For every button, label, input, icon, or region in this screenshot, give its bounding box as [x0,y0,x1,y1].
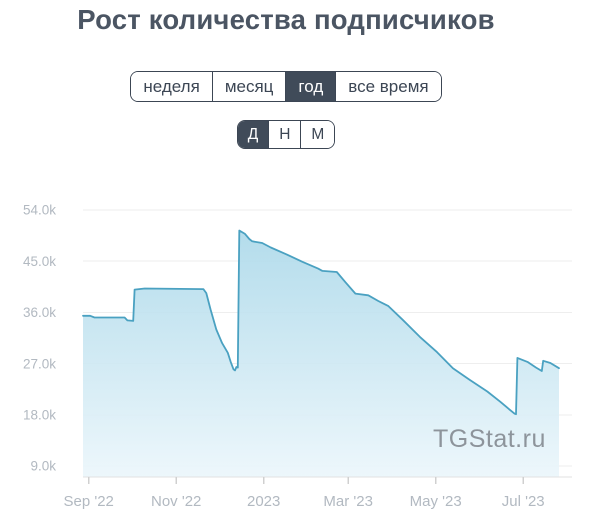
period-option-alltime[interactable]: все время [336,72,441,101]
svg-text:Mar '23: Mar '23 [323,493,373,510]
period-selector-row: неделя месяц год все время [0,71,572,102]
svg-text:18.0k: 18.0k [23,408,56,423]
svg-text:Jul '23: Jul '23 [502,493,545,510]
chart-canvas[interactable]: 54.0k 45.0k 36.0k 27.0k 18.0k 9.0k Sep '22 Nov … [0,185,600,515]
svg-text:Nov '22: Nov '22 [151,493,201,510]
x-axis [83,476,572,484]
svg-text:27.0k: 27.0k [23,356,56,371]
period-selector: неделя месяц год все время [130,71,442,102]
y-axis-labels: 54.0k 45.0k 36.0k 27.0k 18.0k 9.0k [23,203,56,474]
svg-text:54.0k: 54.0k [23,203,56,218]
svg-text:May '23: May '23 [410,493,462,510]
granularity-option-day[interactable]: Д [237,121,270,148]
period-option-week[interactable]: неделя [131,72,213,101]
period-option-year[interactable]: год [286,72,337,101]
line-subscribers [82,229,560,416]
granularity-selector: Д Н М [236,120,336,149]
subscribers-growth-chart[interactable]: 54.0k 45.0k 36.0k 27.0k 18.0k 9.0k Sep '22 Nov … [0,185,600,515]
granularity-option-month[interactable]: М [301,121,335,148]
granularity-option-week[interactable]: Н [269,121,302,148]
svg-text:Sep '22: Sep '22 [63,493,113,510]
page-title: Рост количества подписчиков [77,4,495,35]
x-axis-labels: Sep '22 Nov '22 2023 Mar '23 May '23 Jul '23 [63,493,544,510]
tgstat-watermark: TGStat.ru [433,425,546,453]
period-option-month[interactable]: месяц [212,72,287,101]
svg-text:45.0k: 45.0k [23,254,56,269]
svg-text:2023: 2023 [247,493,280,510]
granularity-selector-row: Д Н М [0,120,572,149]
svg-text:36.0k: 36.0k [23,305,56,320]
area-fill-subscribers [83,230,559,477]
svg-text:9.0k: 9.0k [30,459,56,474]
